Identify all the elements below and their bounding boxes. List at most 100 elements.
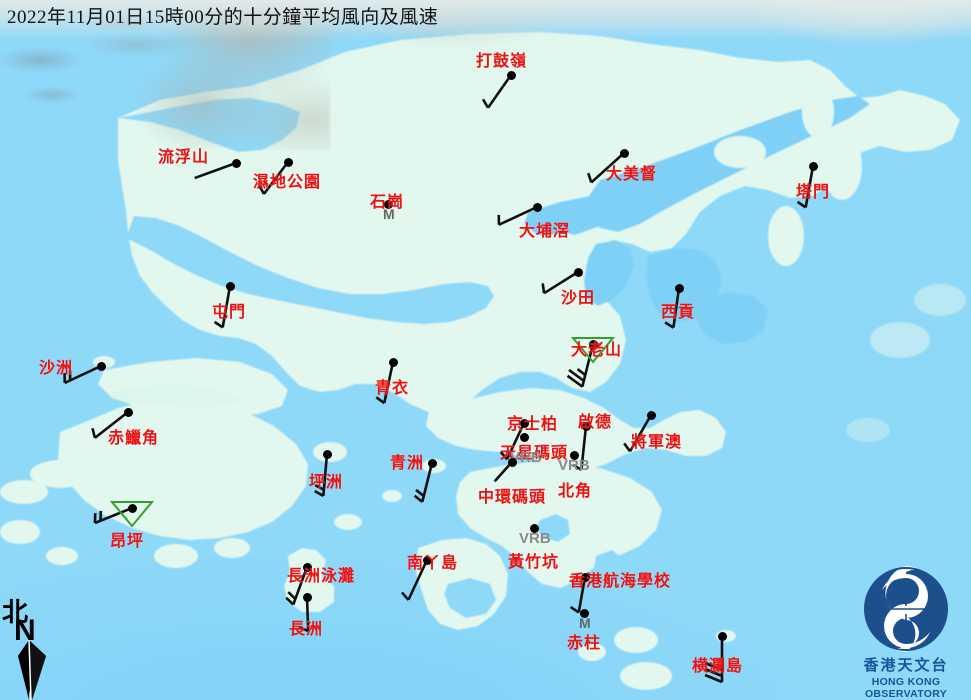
station-marker-dot — [579, 608, 589, 618]
variable-wind-label: VRB — [558, 457, 590, 474]
station-name-label: 青衣 — [375, 380, 410, 397]
compass-rose: 北 N — [2, 592, 72, 700]
wind-barb-icon — [499, 422, 526, 461]
gust-triangle-icon — [109, 501, 155, 528]
station-name-label: 南丫島 — [407, 555, 459, 572]
wind-barb-icon — [664, 287, 681, 329]
station-name-label: 青洲 — [390, 455, 425, 472]
wind-barb-icon — [93, 506, 133, 525]
wind-barb-icon — [497, 205, 538, 226]
station-name-label: 昂坪 — [110, 533, 145, 550]
station-name-label: 赤柱 — [567, 635, 602, 652]
wind-barb-icon — [285, 566, 309, 606]
station-name-label: 黃竹坑 — [508, 554, 560, 571]
wind-barb-icon — [481, 74, 513, 109]
hko-emblem-icon — [864, 566, 948, 652]
station-marker-dot — [808, 161, 818, 171]
wind-barb-icon — [314, 453, 329, 497]
wind-barb-icon — [91, 410, 129, 439]
station-marker-dot — [532, 202, 542, 212]
wind-barb-icon — [569, 576, 587, 614]
station-name-label: 濕地公園 — [253, 174, 322, 191]
station-marker-dot — [674, 283, 684, 293]
station-marker-dot — [519, 432, 529, 442]
wind-barb-icon — [541, 270, 579, 295]
hko-logo-text-en: HONG KONG OBSERVATORY — [864, 676, 948, 700]
station-marker-dot — [302, 592, 312, 602]
station-marker-dot — [519, 418, 529, 428]
station-marker-dot — [127, 503, 137, 513]
hko-logo-text-zh: 香港天文台 — [863, 658, 949, 674]
station-marker-dot — [580, 572, 590, 582]
hko-logo: 香港天文台 HONG KONG OBSERVATORY — [846, 566, 966, 700]
station-name-label: 中環碼頭 — [478, 489, 547, 506]
station-marker-dot — [646, 410, 656, 420]
station-name-label: 坪洲 — [309, 474, 344, 491]
station-name-label: 將軍澳 — [631, 434, 683, 451]
wind-barb-icon — [298, 596, 310, 633]
variable-wind-label: VRB — [519, 530, 551, 547]
station-name-label: 北角 — [558, 483, 593, 500]
station-marker-dot — [427, 458, 437, 468]
station-name-label: 大老山 — [571, 342, 623, 359]
station-name-label: 西貢 — [661, 304, 696, 321]
compass-north-label-en: N — [14, 614, 36, 647]
station-marker-dot — [506, 70, 516, 80]
page-title: 2022年11月01日15時00分的十分鐘平均風向及風速 — [7, 7, 439, 28]
station-name-label: 石崗 — [370, 194, 405, 211]
station-name-label: 沙洲 — [39, 360, 74, 377]
station-marker-dot — [388, 357, 398, 367]
station-marker-dot — [507, 457, 517, 467]
wind-barb-icon — [704, 636, 724, 684]
station-name-label: 沙田 — [561, 290, 596, 307]
station-marker-dot — [422, 555, 432, 565]
wind-barb-icon — [258, 161, 290, 195]
wind-barb-icon — [194, 161, 237, 180]
station-marker-dot — [573, 267, 583, 277]
missing-data-label: M — [579, 615, 591, 631]
title-haze-band — [0, 0, 971, 40]
station-marker-dot — [302, 562, 312, 572]
variable-wind-label: VRB — [510, 449, 542, 466]
missing-data-label: M — [383, 206, 395, 222]
station-marker-dot — [717, 631, 727, 641]
station-name-label: 赤鱲角 — [108, 430, 160, 447]
station-name-label: 大埔滘 — [519, 223, 571, 240]
station-marker-dot — [569, 450, 579, 460]
station-name-label: 流浮山 — [158, 149, 210, 166]
station-name-label: 香港航海學校 — [569, 573, 672, 590]
station-marker-dot — [283, 157, 293, 167]
compass-north-label-cn: 北 — [2, 598, 29, 627]
wind-barb-icon — [63, 364, 102, 385]
wind-barb-icon — [623, 414, 653, 453]
wind-barb-icon — [566, 343, 595, 388]
wind-barb-icon — [796, 165, 815, 209]
gust-triangle-icon — [570, 337, 616, 364]
station-name-label: 長洲 — [289, 621, 324, 638]
station-name-label: 京士柏 — [507, 416, 559, 433]
station-marker-dot — [619, 148, 629, 158]
wind-barb-icon — [587, 152, 625, 184]
station-marker-dot — [383, 199, 393, 209]
station-name-label: 大美督 — [606, 166, 658, 183]
compass-needle-icon — [18, 639, 46, 700]
station-marker-dot — [581, 421, 591, 431]
wind-barb-icon — [213, 285, 232, 329]
station-name-label: 啟德 — [578, 414, 613, 431]
station-name-label: 塔門 — [796, 184, 831, 201]
station-name-label: 長洲泳灘 — [287, 568, 356, 585]
station-marker-dot — [588, 339, 598, 349]
station-marker-dot — [225, 281, 235, 291]
station-marker-dot — [322, 449, 332, 459]
station-marker-dot — [96, 361, 106, 371]
station-name-label: 屯門 — [212, 304, 247, 321]
station-marker-dot — [123, 407, 133, 417]
wind-barb-icon — [375, 361, 395, 405]
station-name-label: 打鼓嶺 — [476, 53, 528, 70]
station-name-label: 天星碼頭 — [500, 445, 569, 462]
station-marker-dot — [231, 158, 241, 168]
wind-barb-icon — [413, 462, 434, 503]
wind-barb-icon — [572, 425, 588, 471]
station-marker-dot — [529, 523, 539, 533]
